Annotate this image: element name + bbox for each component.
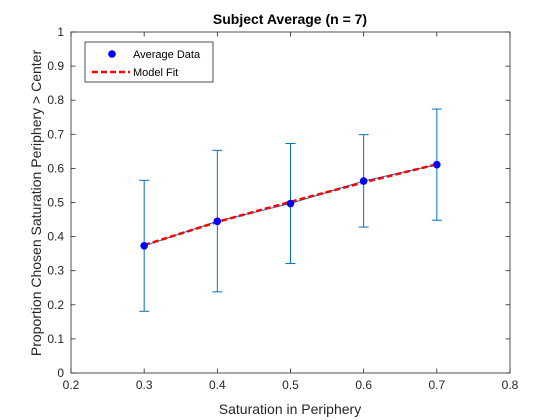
average-data-point [140, 242, 148, 250]
y-tick-label: 0.2 [47, 298, 64, 312]
legend: Average Data Model Fit [84, 41, 214, 83]
x-axis-label: Saturation in Periphery [219, 401, 361, 417]
legend-box [84, 41, 214, 83]
legend-label-model-fit: Model Fit [133, 67, 178, 79]
average-data-point [213, 217, 222, 226]
y-tick-label: 0.8 [47, 93, 64, 107]
legend-marker-average-data [108, 50, 116, 58]
legend-label-average-data: Average Data [133, 49, 201, 61]
y-tick-label: 0.6 [47, 161, 64, 175]
average-data-point [286, 199, 295, 208]
plot-layer: 0.2 0.3 0.4 0.5 0.6 0.7 0.8 0 0.1 0.2 0.3 0.4 0.5 0.6… [47, 25, 518, 392]
x-tick-label: 0.2 [63, 378, 80, 392]
y-axis-label: Proportion Chosen Saturation Periphery >… [28, 50, 44, 357]
x-tick-label: 0.4 [209, 378, 226, 392]
y-tick-label: 1 [57, 25, 64, 39]
x-tick-label: 0.3 [136, 378, 153, 392]
x-tick-label: 0.5 [282, 378, 299, 392]
model-fit-line [143, 163, 438, 247]
x-tick-label: 0.6 [355, 378, 372, 392]
y-tick-label: 0.5 [47, 196, 64, 210]
y-tick-label: 0.7 [47, 127, 64, 141]
y-tick-label: 0 [57, 366, 64, 380]
average-data-point [359, 177, 368, 185]
y-tick-label: 0.1 [47, 332, 64, 346]
plot-frame [70, 31, 511, 374]
chart-title: Subject Average (n = 7) [213, 11, 367, 27]
x-tick-label: 0.8 [502, 378, 519, 392]
y-tick-label: 0.3 [47, 264, 64, 278]
y-tick-label: 0.9 [47, 59, 64, 73]
y-tick-label: 0.4 [47, 230, 64, 244]
x-tick-label: 0.7 [428, 378, 445, 392]
average-data-point [433, 160, 441, 169]
